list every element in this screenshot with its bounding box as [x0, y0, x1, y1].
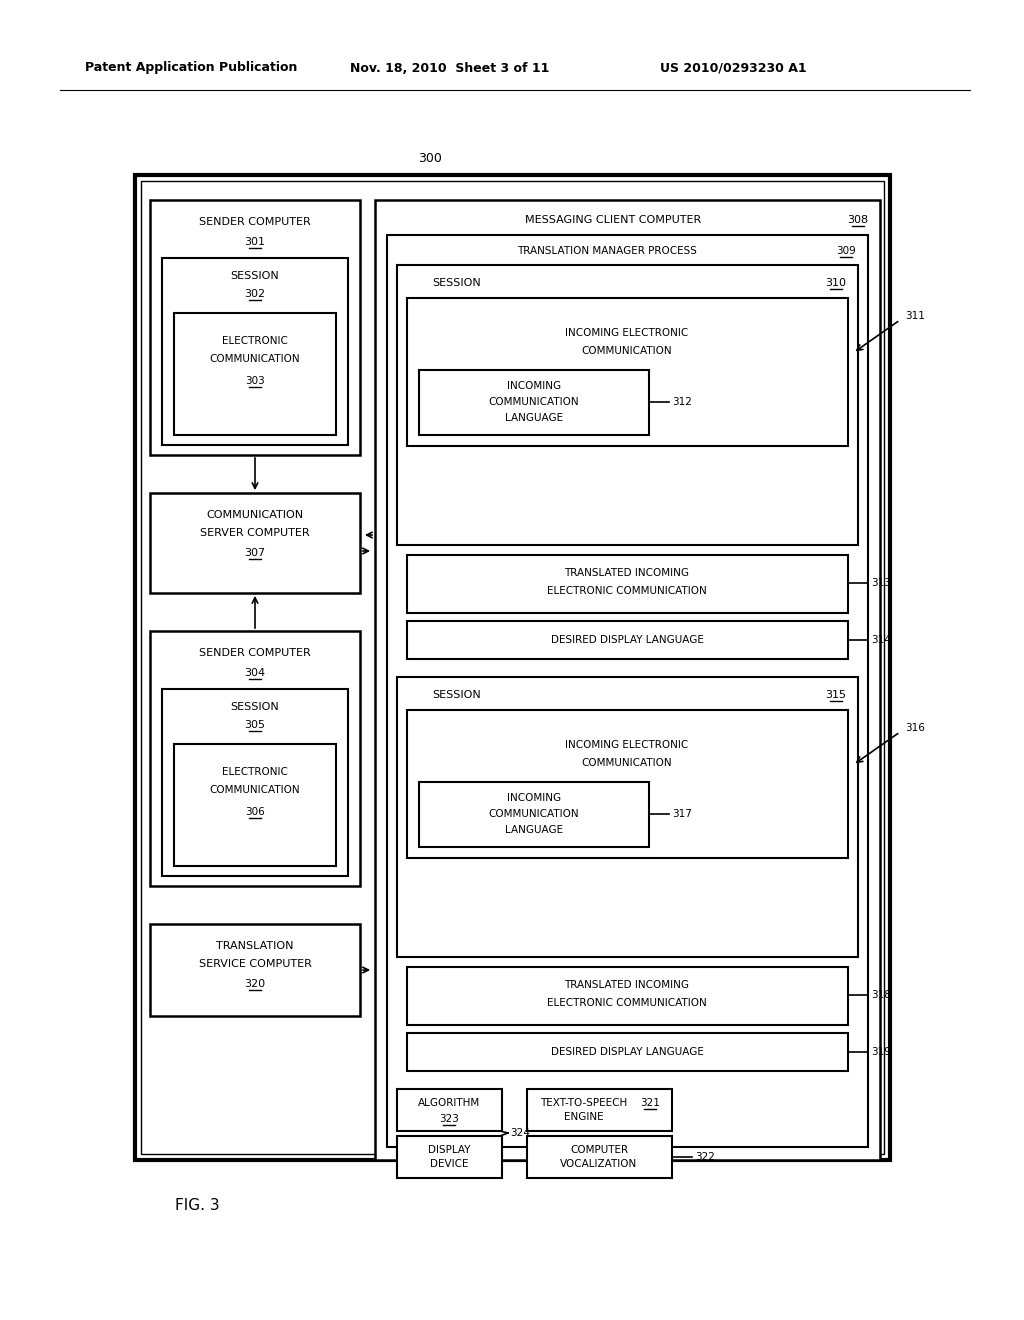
Text: 324: 324	[510, 1129, 529, 1138]
Text: Patent Application Publication: Patent Application Publication	[85, 62, 297, 74]
Bar	[397, 677, 858, 957]
Text: 311: 311	[905, 312, 925, 321]
Text: 308: 308	[848, 215, 868, 224]
Text: US 2010/0293230 A1: US 2010/0293230 A1	[660, 62, 807, 74]
Text: SENDER COMPUTER: SENDER COMPUTER	[199, 216, 311, 227]
Bar	[419, 370, 649, 436]
Bar	[150, 631, 360, 886]
Text: SERVICE COMPUTER: SERVICE COMPUTER	[199, 960, 311, 969]
Text: MESSAGING CLIENT COMPUTER: MESSAGING CLIENT COMPUTER	[525, 215, 701, 224]
Text: 316: 316	[905, 723, 925, 733]
Bar	[375, 201, 880, 1160]
Text: INCOMING ELECTRONIC: INCOMING ELECTRONIC	[565, 741, 688, 750]
Text: 305: 305	[245, 719, 265, 730]
Text: ELECTRONIC: ELECTRONIC	[222, 337, 288, 346]
Bar	[150, 201, 360, 455]
Text: COMMUNICATION: COMMUNICATION	[207, 510, 303, 520]
Bar	[407, 298, 848, 446]
Text: ELECTRONIC: ELECTRONIC	[222, 767, 288, 777]
Text: 301: 301	[245, 238, 265, 247]
Text: 310: 310	[825, 279, 847, 288]
Text: Nov. 18, 2010  Sheet 3 of 11: Nov. 18, 2010 Sheet 3 of 11	[350, 62, 549, 74]
Text: SESSION: SESSION	[230, 271, 280, 281]
Bar	[407, 554, 848, 612]
Text: 302: 302	[245, 289, 265, 300]
Text: DESIRED DISPLAY LANGUAGE: DESIRED DISPLAY LANGUAGE	[551, 1047, 703, 1057]
Text: 318: 318	[871, 990, 891, 1001]
Text: 320: 320	[245, 979, 265, 989]
Text: 309: 309	[837, 246, 856, 256]
Text: SESSION: SESSION	[432, 690, 480, 700]
Text: 322: 322	[695, 1152, 715, 1162]
Text: 306: 306	[245, 807, 265, 817]
Text: TRANSLATION: TRANSLATION	[216, 941, 294, 950]
Text: COMMUNICATION: COMMUNICATION	[488, 397, 580, 407]
Bar	[397, 1137, 502, 1177]
Text: 317: 317	[672, 809, 692, 818]
Text: DISPLAY: DISPLAY	[428, 1144, 470, 1155]
Bar	[141, 181, 884, 1154]
Text: ALGORITHM: ALGORITHM	[418, 1098, 480, 1107]
Text: INCOMING: INCOMING	[507, 381, 561, 391]
Text: SENDER COMPUTER: SENDER COMPUTER	[199, 648, 311, 657]
Text: TRANSLATED INCOMING: TRANSLATED INCOMING	[564, 568, 689, 578]
Text: LANGUAGE: LANGUAGE	[505, 413, 563, 422]
Bar	[407, 620, 848, 659]
Text: COMMUNICATION: COMMUNICATION	[210, 785, 300, 795]
Bar	[162, 689, 348, 876]
Bar	[150, 924, 360, 1016]
Text: LANGUAGE: LANGUAGE	[505, 825, 563, 836]
Bar	[387, 235, 868, 1147]
Text: COMMUNICATION: COMMUNICATION	[582, 346, 673, 356]
Bar	[150, 492, 360, 593]
Text: 314: 314	[871, 635, 891, 645]
Text: 303: 303	[245, 376, 265, 385]
Text: ELECTRONIC COMMUNICATION: ELECTRONIC COMMUNICATION	[547, 998, 707, 1008]
Text: SESSION: SESSION	[432, 279, 480, 288]
Bar	[174, 313, 336, 436]
Text: 304: 304	[245, 668, 265, 678]
Text: ENGINE: ENGINE	[564, 1111, 604, 1122]
Text: DESIRED DISPLAY LANGUAGE: DESIRED DISPLAY LANGUAGE	[551, 635, 703, 645]
Text: TRANSLATION MANAGER PROCESS: TRANSLATION MANAGER PROCESS	[517, 246, 697, 256]
Text: FIG. 3: FIG. 3	[175, 1197, 219, 1213]
Bar	[407, 968, 848, 1026]
Text: DEVICE: DEVICE	[430, 1159, 468, 1170]
Text: COMPUTER: COMPUTER	[570, 1144, 628, 1155]
Bar	[397, 265, 858, 545]
Bar	[174, 744, 336, 866]
Bar	[407, 1034, 848, 1071]
Text: SESSION: SESSION	[230, 702, 280, 711]
Text: 315: 315	[825, 690, 847, 700]
Text: INCOMING: INCOMING	[507, 793, 561, 803]
Text: TRANSLATED INCOMING: TRANSLATED INCOMING	[564, 979, 689, 990]
Text: TEXT-TO-SPEECH: TEXT-TO-SPEECH	[541, 1098, 628, 1107]
Bar	[527, 1137, 672, 1177]
Text: INCOMING ELECTRONIC: INCOMING ELECTRONIC	[565, 327, 688, 338]
Bar	[162, 257, 348, 445]
Text: 307: 307	[245, 548, 265, 558]
Text: 321: 321	[640, 1098, 659, 1107]
Text: 300: 300	[418, 152, 442, 165]
Text: VOCALIZATION: VOCALIZATION	[560, 1159, 638, 1170]
Bar	[397, 1089, 502, 1131]
Text: 323: 323	[439, 1114, 459, 1125]
Text: ELECTRONIC COMMUNICATION: ELECTRONIC COMMUNICATION	[547, 586, 707, 597]
Bar	[527, 1089, 672, 1131]
Text: COMMUNICATION: COMMUNICATION	[210, 354, 300, 364]
Bar	[419, 781, 649, 847]
Text: 313: 313	[871, 578, 891, 587]
Text: 319: 319	[871, 1047, 891, 1057]
Text: COMMUNICATION: COMMUNICATION	[488, 809, 580, 818]
Text: COMMUNICATION: COMMUNICATION	[582, 758, 673, 768]
Text: SERVER COMPUTER: SERVER COMPUTER	[200, 528, 310, 539]
Text: 312: 312	[672, 397, 692, 407]
Bar	[135, 176, 890, 1160]
Bar	[407, 710, 848, 858]
